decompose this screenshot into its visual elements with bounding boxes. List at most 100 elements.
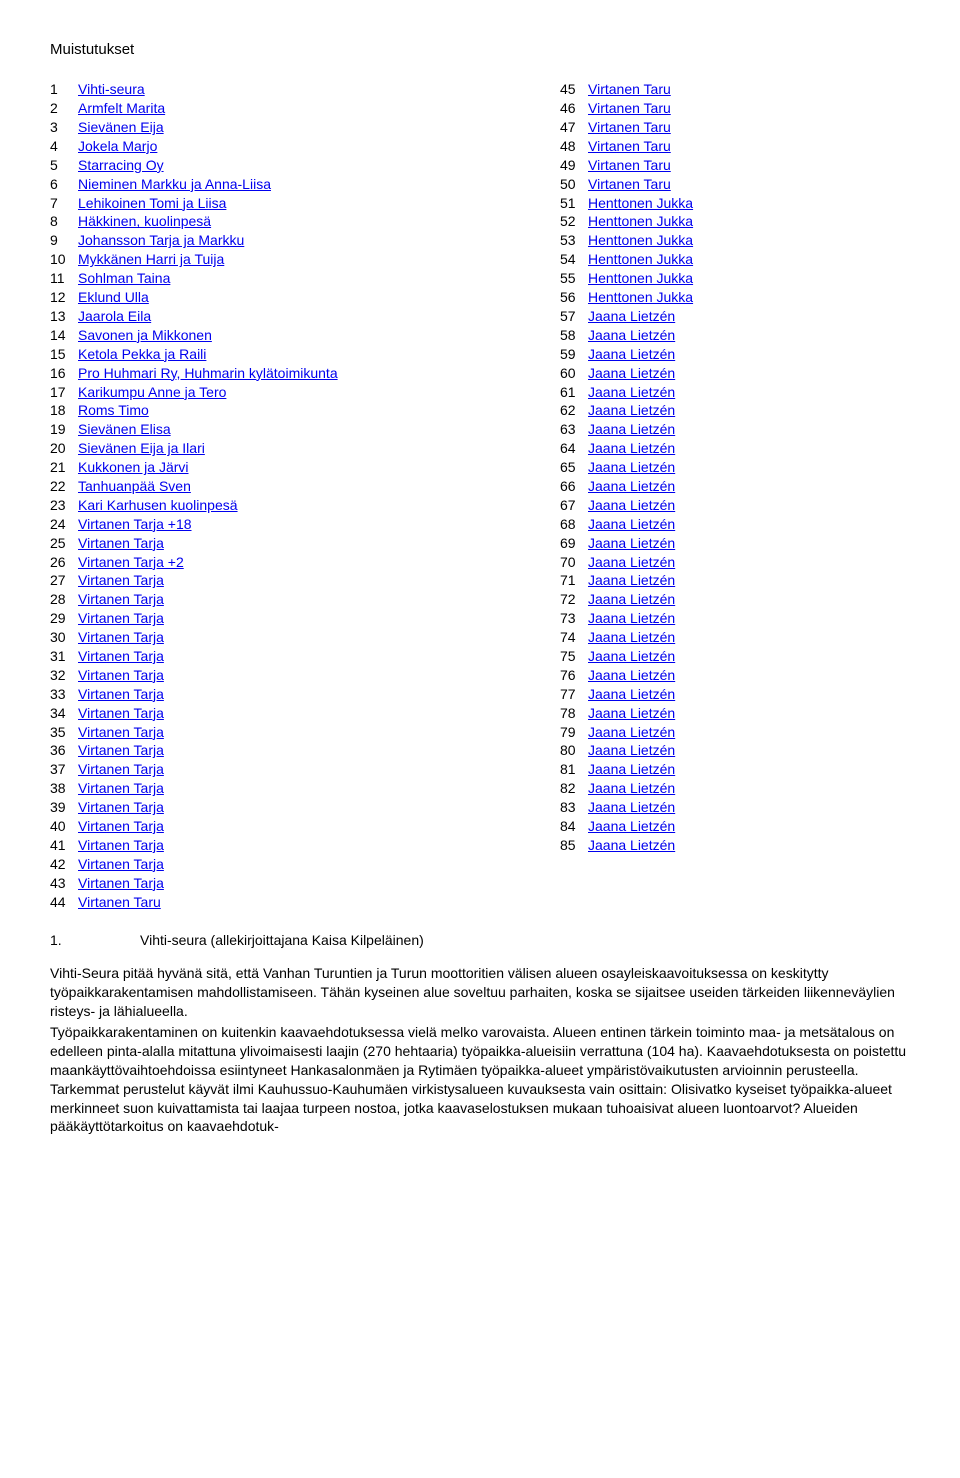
- body-text: Vihti-Seura pitää hyvänä sitä, että Vanh…: [50, 964, 910, 1136]
- row-name-link[interactable]: Virtanen Tarja: [78, 704, 164, 723]
- row-name-link[interactable]: Jaana Lietzén: [588, 571, 675, 590]
- row-name-link[interactable]: Virtanen Tarja: [78, 647, 164, 666]
- row-name-link[interactable]: Lehikoinen Tomi ja Liisa: [78, 194, 226, 213]
- row-name-link[interactable]: Savonen ja Mikkonen: [78, 326, 212, 345]
- row-name-link[interactable]: Virtanen Tarja: [78, 817, 164, 836]
- row-name-link[interactable]: Virtanen Taru: [588, 156, 671, 175]
- row-name-link[interactable]: Kukkonen ja Järvi: [78, 458, 189, 477]
- row-name-link[interactable]: Jaana Lietzén: [588, 477, 675, 496]
- row-name-link[interactable]: Johansson Tarja ja Markku: [78, 231, 244, 250]
- row-name-link[interactable]: Mykkänen Harri ja Tuija: [78, 250, 224, 269]
- row-name-link[interactable]: Virtanen Tarja: [78, 723, 164, 742]
- row-name-link[interactable]: Virtanen Tarja: [78, 590, 164, 609]
- row-name-link[interactable]: Virtanen Tarja: [78, 685, 164, 704]
- row-number: 83: [560, 798, 588, 817]
- row-name-link[interactable]: Virtanen Tarja: [78, 571, 164, 590]
- row-name-link[interactable]: Virtanen Tarja: [78, 666, 164, 685]
- row-name-link[interactable]: Jaana Lietzén: [588, 609, 675, 628]
- section-title: Vihti-seura (allekirjoittajana Kaisa Kil…: [140, 931, 424, 950]
- row-name-link[interactable]: Jaana Lietzén: [588, 685, 675, 704]
- row-name-link[interactable]: Henttonen Jukka: [588, 212, 693, 231]
- row-name-link[interactable]: Virtanen Tarja: [78, 836, 164, 855]
- row-name-link[interactable]: Jaana Lietzén: [588, 779, 675, 798]
- row-name-link[interactable]: Häkkinen, kuolinpesä: [78, 212, 211, 231]
- row-name-link[interactable]: Jaana Lietzén: [588, 326, 675, 345]
- row-name-link[interactable]: Jaana Lietzén: [588, 741, 675, 760]
- row-name-link[interactable]: Tanhuanpää Sven: [78, 477, 191, 496]
- row-name-link[interactable]: Jaana Lietzén: [588, 798, 675, 817]
- row-name-link[interactable]: Virtanen Tarja: [78, 874, 164, 893]
- row-name-link[interactable]: Jaana Lietzén: [588, 590, 675, 609]
- row-number: 84: [560, 817, 588, 836]
- row-name-link[interactable]: Jaana Lietzén: [588, 515, 675, 534]
- row-number: 18: [50, 401, 78, 420]
- row-name-link[interactable]: Virtanen Tarja: [78, 855, 164, 874]
- row-number: 17: [50, 383, 78, 402]
- row-name-link[interactable]: Virtanen Tarja: [78, 798, 164, 817]
- row-number: 2: [50, 99, 78, 118]
- list-row: 63Jaana Lietzén: [560, 420, 910, 439]
- row-name-link[interactable]: Henttonen Jukka: [588, 194, 693, 213]
- row-number: 20: [50, 439, 78, 458]
- row-number: 44: [50, 893, 78, 912]
- row-name-link[interactable]: Sohlman Taina: [78, 269, 170, 288]
- row-name-link[interactable]: Jaana Lietzén: [588, 439, 675, 458]
- row-name-link[interactable]: Jaana Lietzén: [588, 553, 675, 572]
- list-row: 65Jaana Lietzén: [560, 458, 910, 477]
- row-name-link[interactable]: Jaana Lietzén: [588, 723, 675, 742]
- row-name-link[interactable]: Eklund Ulla: [78, 288, 149, 307]
- row-name-link[interactable]: Jaana Lietzén: [588, 704, 675, 723]
- row-name-link[interactable]: Henttonen Jukka: [588, 231, 693, 250]
- row-name-link[interactable]: Jokela Marjo: [78, 137, 157, 156]
- row-name-link[interactable]: Sievänen Eija: [78, 118, 164, 137]
- row-name-link[interactable]: Jaarola Eila: [78, 307, 151, 326]
- row-name-link[interactable]: Jaana Lietzén: [588, 836, 675, 855]
- row-name-link[interactable]: Roms Timo: [78, 401, 149, 420]
- row-name-link[interactable]: Virtanen Taru: [588, 137, 671, 156]
- row-name-link[interactable]: Virtanen Tarja +2: [78, 553, 184, 572]
- row-number: 42: [50, 855, 78, 874]
- row-name-link[interactable]: Nieminen Markku ja Anna-Liisa: [78, 175, 271, 194]
- row-number: 50: [560, 175, 588, 194]
- row-name-link[interactable]: Jaana Lietzén: [588, 364, 675, 383]
- row-name-link[interactable]: Ketola Pekka ja Raili: [78, 345, 206, 364]
- row-name-link[interactable]: Kari Karhusen kuolinpesä: [78, 496, 238, 515]
- row-name-link[interactable]: Virtanen Tarja: [78, 741, 164, 760]
- row-number: 26: [50, 553, 78, 572]
- row-name-link[interactable]: Virtanen Tarja: [78, 628, 164, 647]
- row-name-link[interactable]: Jaana Lietzén: [588, 401, 675, 420]
- row-name-link[interactable]: Armfelt Marita: [78, 99, 165, 118]
- row-name-link[interactable]: Pro Huhmari Ry, Huhmarin kylätoimikunta: [78, 364, 338, 383]
- row-name-link[interactable]: Jaana Lietzén: [588, 496, 675, 515]
- row-name-link[interactable]: Jaana Lietzén: [588, 534, 675, 553]
- row-name-link[interactable]: Jaana Lietzén: [588, 383, 675, 402]
- row-name-link[interactable]: Virtanen Taru: [588, 118, 671, 137]
- list-row: 75Jaana Lietzén: [560, 647, 910, 666]
- row-name-link[interactable]: Henttonen Jukka: [588, 288, 693, 307]
- row-name-link[interactable]: Jaana Lietzén: [588, 420, 675, 439]
- row-name-link[interactable]: Jaana Lietzén: [588, 666, 675, 685]
- row-name-link[interactable]: Jaana Lietzén: [588, 628, 675, 647]
- row-name-link[interactable]: Jaana Lietzén: [588, 345, 675, 364]
- row-name-link[interactable]: Virtanen Taru: [588, 99, 671, 118]
- row-name-link[interactable]: Henttonen Jukka: [588, 269, 693, 288]
- row-name-link[interactable]: Virtanen Tarja +18: [78, 515, 192, 534]
- row-name-link[interactable]: Virtanen Tarja: [78, 779, 164, 798]
- row-name-link[interactable]: Virtanen Taru: [78, 893, 161, 912]
- row-name-link[interactable]: Virtanen Taru: [588, 80, 671, 99]
- row-name-link[interactable]: Virtanen Tarja: [78, 609, 164, 628]
- row-name-link[interactable]: Jaana Lietzén: [588, 760, 675, 779]
- row-name-link[interactable]: Jaana Lietzén: [588, 458, 675, 477]
- row-name-link[interactable]: Sievänen Elisa: [78, 420, 171, 439]
- row-name-link[interactable]: Vihti-seura: [78, 80, 145, 99]
- row-name-link[interactable]: Jaana Lietzén: [588, 307, 675, 326]
- row-name-link[interactable]: Jaana Lietzén: [588, 647, 675, 666]
- row-name-link[interactable]: Virtanen Taru: [588, 175, 671, 194]
- row-name-link[interactable]: Virtanen Tarja: [78, 760, 164, 779]
- row-name-link[interactable]: Virtanen Tarja: [78, 534, 164, 553]
- row-name-link[interactable]: Sievänen Eija ja Ilari: [78, 439, 205, 458]
- row-name-link[interactable]: Starracing Oy: [78, 156, 164, 175]
- row-name-link[interactable]: Karikumpu Anne ja Tero: [78, 383, 226, 402]
- row-name-link[interactable]: Henttonen Jukka: [588, 250, 693, 269]
- row-name-link[interactable]: Jaana Lietzén: [588, 817, 675, 836]
